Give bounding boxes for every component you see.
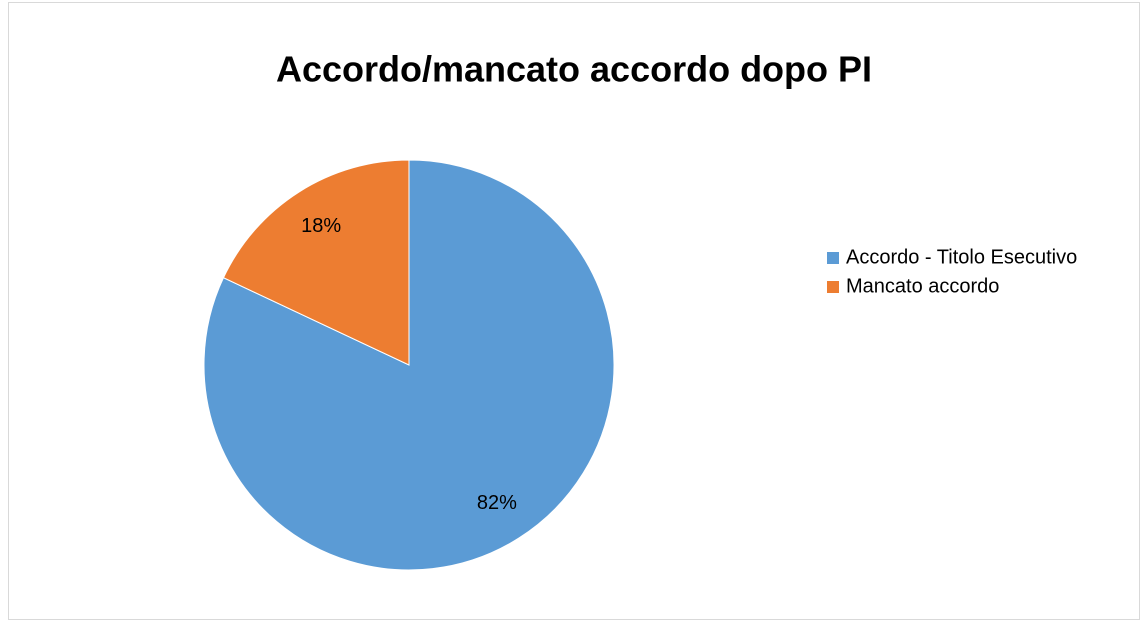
chart-title: Accordo/mancato accordo dopo PI: [276, 49, 872, 90]
legend-swatch: [827, 252, 839, 264]
data-label: 18%: [301, 215, 341, 237]
legend-swatch: [827, 281, 839, 293]
pie-slice: [222, 159, 410, 366]
data-label: 82%: [477, 492, 517, 514]
legend-label: Mancato accordo: [846, 275, 999, 297]
legend-label: Accordo - Titolo Esecutivo: [846, 246, 1077, 268]
